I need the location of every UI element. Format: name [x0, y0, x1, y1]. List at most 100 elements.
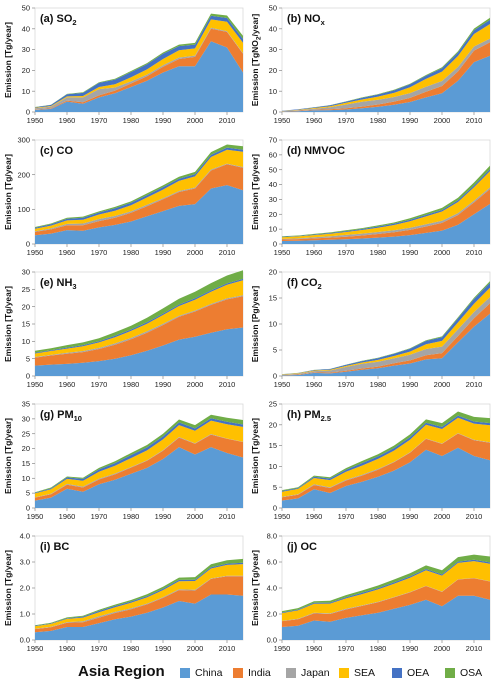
x-tick-label: 1970: [91, 644, 108, 653]
y-tick-label: 10: [269, 462, 277, 471]
y-tick-label: 4.0: [267, 584, 277, 593]
x-tick-label: 1980: [370, 512, 387, 521]
x-tick-label: 1950: [274, 248, 291, 257]
y-tick-label: 20: [22, 444, 30, 453]
y-tick-label: 0: [273, 240, 277, 249]
panel-title: (a) SO2: [40, 13, 77, 27]
y-tick-label: 15: [22, 459, 30, 468]
x-tick-label: 1990: [155, 248, 172, 257]
y-tick-label: 20: [269, 268, 277, 277]
x-tick-label: 2010: [219, 512, 236, 521]
x-tick-label: 1970: [91, 512, 108, 521]
y-axis-label: Emission [TgNO2/year]: [250, 14, 263, 107]
x-tick-label: 1960: [59, 248, 76, 257]
x-tick-label: 1980: [370, 248, 387, 257]
area-china: [282, 203, 490, 244]
x-tick-label: 1950: [274, 116, 291, 125]
x-tick-label: 1950: [27, 116, 44, 125]
x-tick-label: 1970: [338, 116, 355, 125]
y-tick-label: 30: [22, 45, 30, 54]
x-tick-label: 1970: [91, 380, 108, 389]
area-india: [282, 303, 490, 376]
panel-e: 0 5 10 15 20 25 30 1950 1960 1970 1980 1990 2000 2010…: [3, 268, 244, 389]
legend-item-osa: OSA: [445, 667, 482, 679]
x-tick-label: 1950: [274, 512, 291, 521]
y-tick-label: 40: [22, 24, 30, 33]
y-tick-label: 25: [269, 400, 277, 409]
area-india: [282, 42, 490, 112]
area-sea: [35, 149, 243, 232]
x-tick-label: 1970: [91, 116, 108, 125]
y-tick-label: 20: [269, 66, 277, 75]
area-sea: [35, 280, 243, 357]
panel-title: (i) BC: [40, 541, 69, 553]
y-tick-label: 35: [22, 400, 30, 409]
y-tick-label: 10: [22, 87, 30, 96]
x-tick-label: 2000: [434, 248, 451, 257]
legend-label: China: [195, 667, 223, 679]
y-tick-label: 0: [26, 372, 30, 381]
y-axis-label: Emission [Tg/year]: [250, 418, 260, 494]
panel-j: 0.0 2.0 4.0 6.0 8.0 1950 1960 1970 1980 1990 2000 2…: [250, 532, 491, 653]
x-tick-label: 1990: [402, 512, 419, 521]
y-tick-label: 0: [26, 240, 30, 249]
x-tick-label: 1990: [402, 644, 419, 653]
panel-title: (e) NH3: [40, 277, 77, 291]
x-tick-label: 2010: [219, 644, 236, 653]
x-tick-label: 1990: [155, 644, 172, 653]
panel-b: 0 10 20 30 40 50 1950 1960 1970 1980 1990 2000 2010 E…: [250, 4, 491, 125]
x-tick-label: 2010: [219, 248, 236, 257]
area-sea: [35, 564, 243, 629]
area-oea: [35, 418, 243, 494]
y-tick-label: 0: [273, 372, 277, 381]
y-tick-label: 30: [269, 195, 277, 204]
area-china: [35, 185, 243, 244]
x-tick-label: 1960: [306, 512, 323, 521]
area-sea: [282, 561, 490, 621]
x-tick-label: 1960: [59, 116, 76, 125]
x-tick-label: 2000: [434, 644, 451, 653]
area-osa: [282, 411, 490, 491]
area-osa: [282, 281, 490, 375]
x-tick-label: 1960: [59, 380, 76, 389]
legend-item-china: China: [180, 667, 222, 679]
y-tick-label: 30: [22, 414, 30, 423]
y-tick-label: 40: [269, 24, 277, 33]
area-china: [35, 41, 243, 112]
area-china: [282, 55, 490, 112]
area-japan: [282, 578, 490, 622]
x-tick-label: 1950: [274, 380, 291, 389]
y-tick-label: 3.0: [20, 558, 30, 567]
x-tick-label: 1990: [155, 116, 172, 125]
y-tick-label: 10: [269, 225, 277, 234]
area-india: [35, 296, 243, 366]
y-tick-label: 20: [269, 420, 277, 429]
x-tick-label: 2010: [466, 512, 483, 521]
x-tick-label: 1950: [27, 380, 44, 389]
y-tick-label: 1.0: [20, 610, 30, 619]
area-oea: [282, 282, 490, 375]
area-india: [282, 433, 490, 501]
x-tick-label: 1980: [123, 116, 140, 125]
legend-swatch: [286, 668, 296, 678]
panel-title: (f) CO2: [287, 277, 322, 291]
area-china: [35, 447, 243, 508]
y-tick-label: 4.0: [20, 532, 30, 541]
y-axis-label: Emission [Tg/year]: [3, 286, 13, 362]
y-tick-label: 0: [273, 504, 277, 513]
x-tick-label: 1980: [123, 644, 140, 653]
y-tick-label: 5: [26, 354, 30, 363]
y-tick-label: 20: [22, 302, 30, 311]
area-osa: [35, 414, 243, 493]
panel-i: 0.0 1.0 2.0 3.0 4.0 1950 1960 1970 1980 1990 2000 2…: [3, 532, 244, 653]
y-tick-label: 300: [17, 136, 30, 145]
area-sea: [35, 420, 243, 498]
legend-swatch: [445, 668, 455, 678]
y-tick-label: 200: [17, 170, 30, 179]
x-tick-label: 1980: [123, 248, 140, 257]
area-china: [282, 595, 490, 640]
x-tick-label: 1990: [402, 248, 419, 257]
area-oea: [282, 415, 490, 492]
